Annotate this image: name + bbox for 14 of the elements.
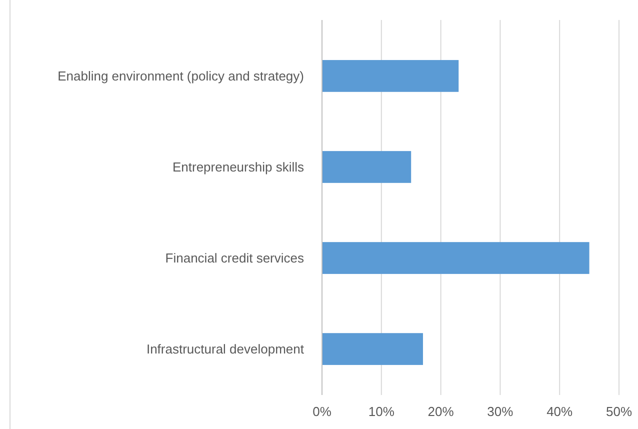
bar xyxy=(322,333,423,365)
x-tick-label: 30% xyxy=(487,404,514,419)
x-tick-label: 20% xyxy=(428,404,454,419)
y-tick-label: Financial credit services xyxy=(165,250,304,266)
y-tick-label: Entrepreneurship skills xyxy=(172,160,304,175)
x-tick-label: 10% xyxy=(368,404,395,419)
bar xyxy=(322,242,590,274)
y-tick-label: Infrastructural development xyxy=(146,342,304,357)
x-tick-label: 40% xyxy=(546,404,574,419)
x-tick-label: 50% xyxy=(606,404,632,419)
bar xyxy=(322,60,459,92)
bar xyxy=(322,151,412,183)
y-tick-label: Enabling environment (policy and strategy) xyxy=(58,68,304,84)
x-tick-label: 0% xyxy=(312,404,332,419)
